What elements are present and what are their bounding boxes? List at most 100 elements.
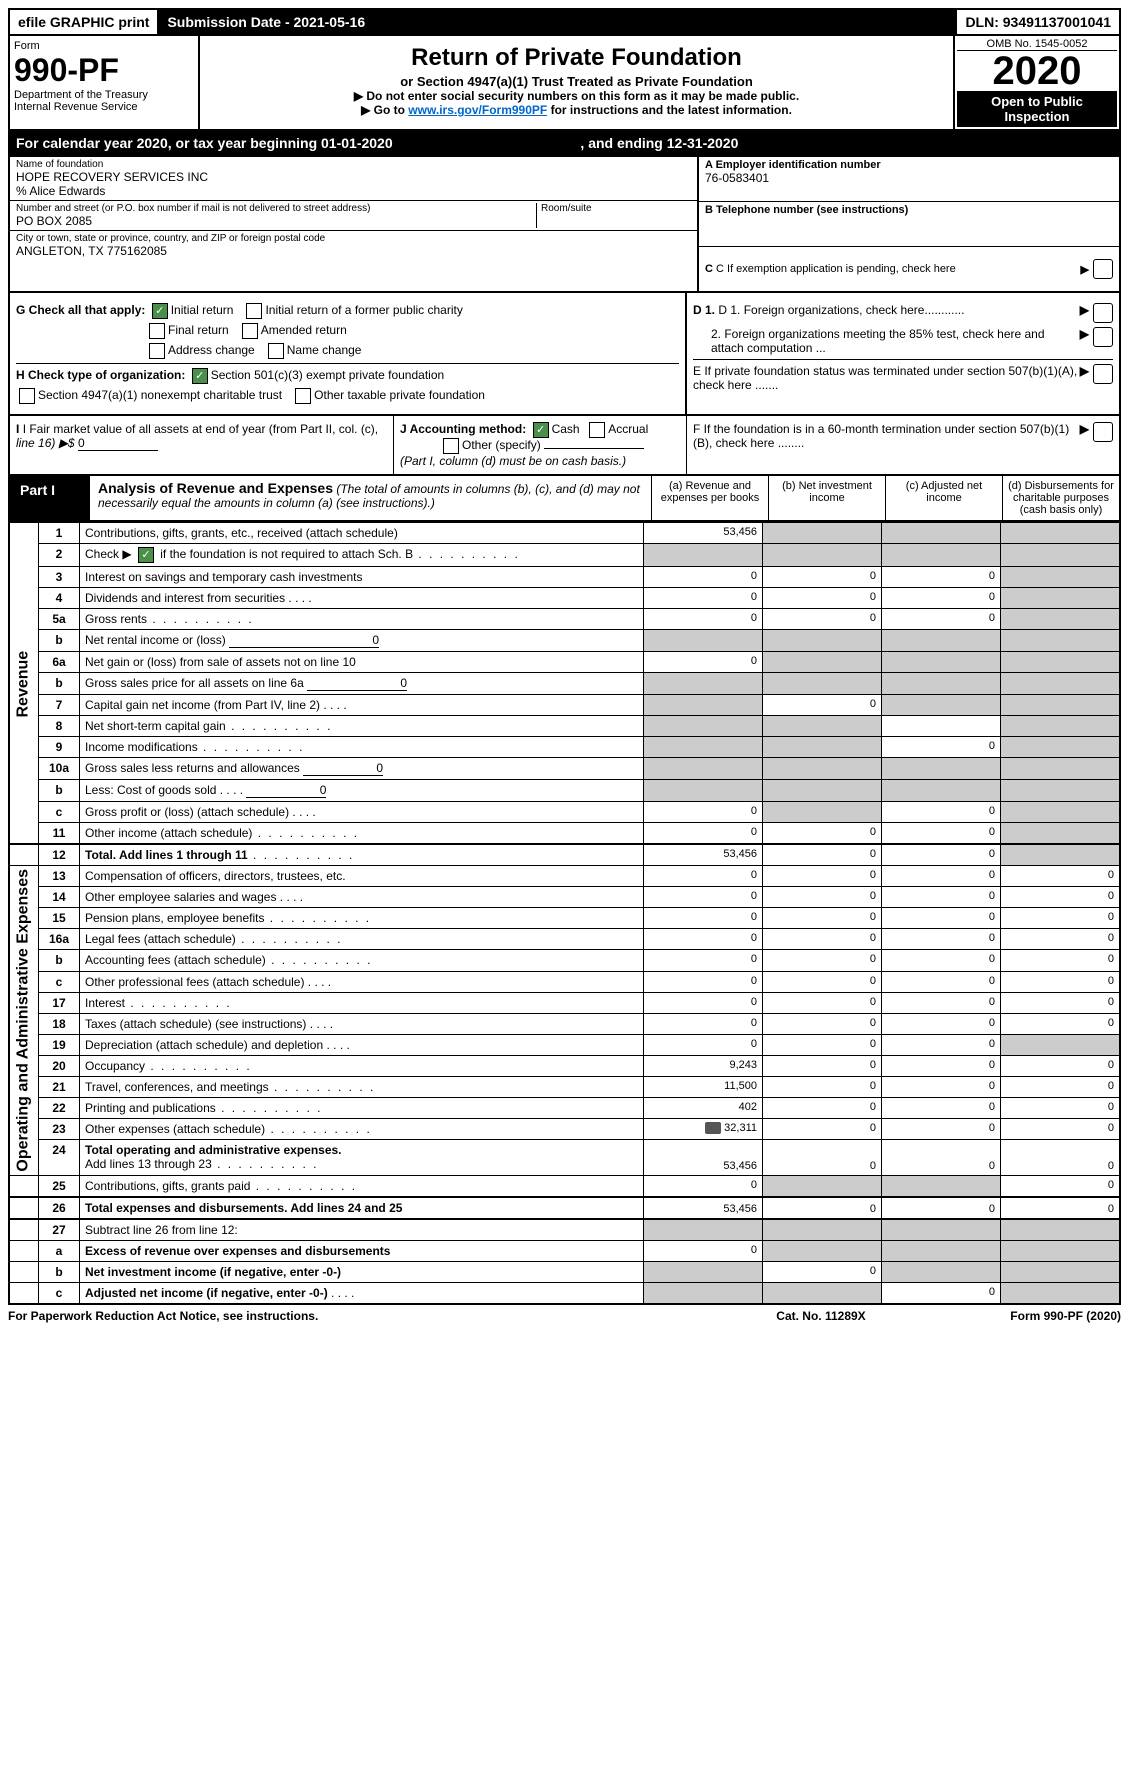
care-of: % Alice Edwards	[16, 184, 691, 198]
part1-header: Part I Analysis of Revenue and Expenses …	[8, 476, 1121, 522]
table-row: cAdjusted net income (if negative, enter…	[9, 1282, 1120, 1304]
cat-no: Cat. No. 11289X	[721, 1309, 921, 1323]
table-row: bGross sales price for all assets on lin…	[9, 673, 1120, 695]
tax-year: 2020	[957, 51, 1117, 91]
table-row: 3Interest on savings and temporary cash …	[9, 567, 1120, 588]
check-other-method[interactable]	[443, 438, 459, 454]
entity-block: Name of foundation HOPE RECOVERY SERVICE…	[8, 157, 1121, 293]
checks-block: G Check all that apply: Initial return I…	[8, 293, 1121, 416]
form-number: 990-PF	[14, 52, 194, 89]
paperwork-notice: For Paperwork Reduction Act Notice, see …	[8, 1309, 721, 1323]
table-row: 21Travel, conferences, and meetings11,50…	[9, 1077, 1120, 1098]
j-block: J Accounting method: Cash Accrual Other …	[394, 416, 687, 474]
table-row: bAccounting fees (attach schedule)0000	[9, 950, 1120, 971]
revenue-label: Revenue	[9, 523, 39, 845]
irs-link[interactable]: www.irs.gov/Form990PF	[408, 103, 547, 117]
i-block: I I Fair market value of all assets at e…	[10, 416, 394, 474]
submission-date: Submission Date - 2021-05-16	[159, 10, 957, 34]
ijf-row: I I Fair market value of all assets at e…	[8, 416, 1121, 476]
form-label: Form	[14, 40, 194, 52]
check-sch-b[interactable]	[138, 547, 154, 563]
check-c[interactable]	[1093, 259, 1113, 279]
table-row: 26Total expenses and disbursements. Add …	[9, 1197, 1120, 1219]
check-d1[interactable]	[1093, 303, 1113, 323]
exemption-pending: C C If exemption application is pending,…	[699, 247, 1119, 291]
col-a-header: (a) Revenue and expenses per books	[651, 476, 768, 520]
check-4947[interactable]	[19, 388, 35, 404]
table-row: 27Subtract line 26 from line 12:	[9, 1219, 1120, 1241]
check-address-change[interactable]	[149, 343, 165, 359]
table-row: 9Income modifications0	[9, 737, 1120, 758]
check-final-return[interactable]	[149, 323, 165, 339]
table-row: 8Net short-term capital gain	[9, 716, 1120, 737]
dept-label: Department of the Treasury	[14, 89, 194, 101]
ein: 76-0583401	[705, 171, 1113, 185]
table-row: 10aGross sales less returns and allowanc…	[9, 758, 1120, 780]
attachment-icon[interactable]	[705, 1122, 721, 1134]
form-header: Form 990-PF Department of the Treasury I…	[8, 36, 1121, 131]
check-amended[interactable]	[242, 323, 258, 339]
address-field: Number and street (or P.O. box number if…	[10, 201, 697, 231]
calendar-year-row: For calendar year 2020, or tax year begi…	[8, 131, 1121, 157]
table-row: 5aGross rents000	[9, 609, 1120, 630]
form-subtitle: or Section 4947(a)(1) Trust Treated as P…	[206, 74, 947, 89]
table-row: 7Capital gain net income (from Part IV, …	[9, 695, 1120, 716]
address: PO BOX 2085	[16, 214, 536, 228]
table-row: 15Pension plans, employee benefits0000	[9, 908, 1120, 929]
table-row: 22Printing and publications402000	[9, 1098, 1120, 1119]
check-name-change[interactable]	[268, 343, 284, 359]
table-row: 18Taxes (attach schedule) (see instructi…	[9, 1013, 1120, 1034]
table-row: 6aNet gain or (loss) from sale of assets…	[9, 652, 1120, 673]
col-d-header: (d) Disbursements for charitable purpose…	[1002, 476, 1119, 520]
table-row: 2 Check ▶ if the foundation is not requi…	[9, 544, 1120, 567]
check-initial-return[interactable]	[152, 303, 168, 319]
dln: DLN: 93491137001041	[957, 10, 1119, 34]
form-note1: ▶ Do not enter social security numbers o…	[206, 89, 947, 103]
col-b-header: (b) Net investment income	[768, 476, 885, 520]
table-row: 12Total. Add lines 1 through 1153,45600	[9, 844, 1120, 866]
table-row: 20Occupancy9,243000	[9, 1055, 1120, 1076]
year-begin: 01-01-2020	[321, 135, 393, 151]
check-e[interactable]	[1093, 364, 1113, 384]
g-row: G Check all that apply: Initial return I…	[16, 303, 679, 319]
table-row: 4Dividends and interest from securities0…	[9, 588, 1120, 609]
table-row: cOther professional fees (attach schedul…	[9, 971, 1120, 992]
city-field: City or town, state or province, country…	[10, 231, 697, 260]
page-footer: For Paperwork Reduction Act Notice, see …	[8, 1309, 1121, 1323]
table-row: bLess: Cost of goods sold 0	[9, 780, 1120, 802]
part1-label: Part I	[10, 476, 90, 520]
form-id-footer: Form 990-PF (2020)	[921, 1309, 1121, 1323]
table-row: bNet rental income or (loss) 0	[9, 630, 1120, 652]
check-initial-public[interactable]	[246, 303, 262, 319]
ein-field: A Employer identification number 76-0583…	[699, 157, 1119, 202]
check-f[interactable]	[1093, 422, 1113, 442]
form-note2: ▶ Go to www.irs.gov/Form990PF for instru…	[206, 103, 947, 117]
part1-table: Revenue 1 Contributions, gifts, grants, …	[8, 522, 1121, 1305]
phone-field: B Telephone number (see instructions)	[699, 202, 1119, 247]
city-state-zip: ANGLETON, TX 775162085	[16, 244, 691, 258]
table-row: cGross profit or (loss) (attach schedule…	[9, 802, 1120, 823]
efile-label: efile GRAPHIC print	[10, 10, 159, 34]
table-row: 23Other expenses (attach schedule) 32,31…	[9, 1119, 1120, 1140]
header-mid: Return of Private Foundation or Section …	[200, 36, 953, 129]
fmv-value: 0	[78, 436, 158, 451]
table-row: 24Total operating and administrative exp…	[9, 1140, 1120, 1175]
form-title: Return of Private Foundation	[206, 44, 947, 72]
header-right: OMB No. 1545-0052 2020 Open to Public In…	[953, 36, 1119, 129]
table-row: 19Depreciation (attach schedule) and dep…	[9, 1034, 1120, 1055]
irs-label: Internal Revenue Service	[14, 101, 194, 113]
table-row: 17Interest0000	[9, 992, 1120, 1013]
check-other-taxable[interactable]	[295, 388, 311, 404]
table-row: bNet investment income (if negative, ent…	[9, 1261, 1120, 1282]
table-row: 14Other employee salaries and wages0000	[9, 887, 1120, 908]
foundation-name-field: Name of foundation HOPE RECOVERY SERVICE…	[10, 157, 697, 201]
table-row: Operating and Administrative Expenses 13…	[9, 866, 1120, 887]
check-cash[interactable]	[533, 422, 549, 438]
check-accrual[interactable]	[589, 422, 605, 438]
check-d2[interactable]	[1093, 327, 1113, 347]
header-left: Form 990-PF Department of the Treasury I…	[10, 36, 200, 129]
check-501c3[interactable]	[192, 368, 208, 384]
foundation-name: HOPE RECOVERY SERVICES INC	[16, 170, 691, 184]
table-row: 11Other income (attach schedule)000	[9, 823, 1120, 845]
f-block: F If the foundation is in a 60-month ter…	[687, 416, 1119, 474]
